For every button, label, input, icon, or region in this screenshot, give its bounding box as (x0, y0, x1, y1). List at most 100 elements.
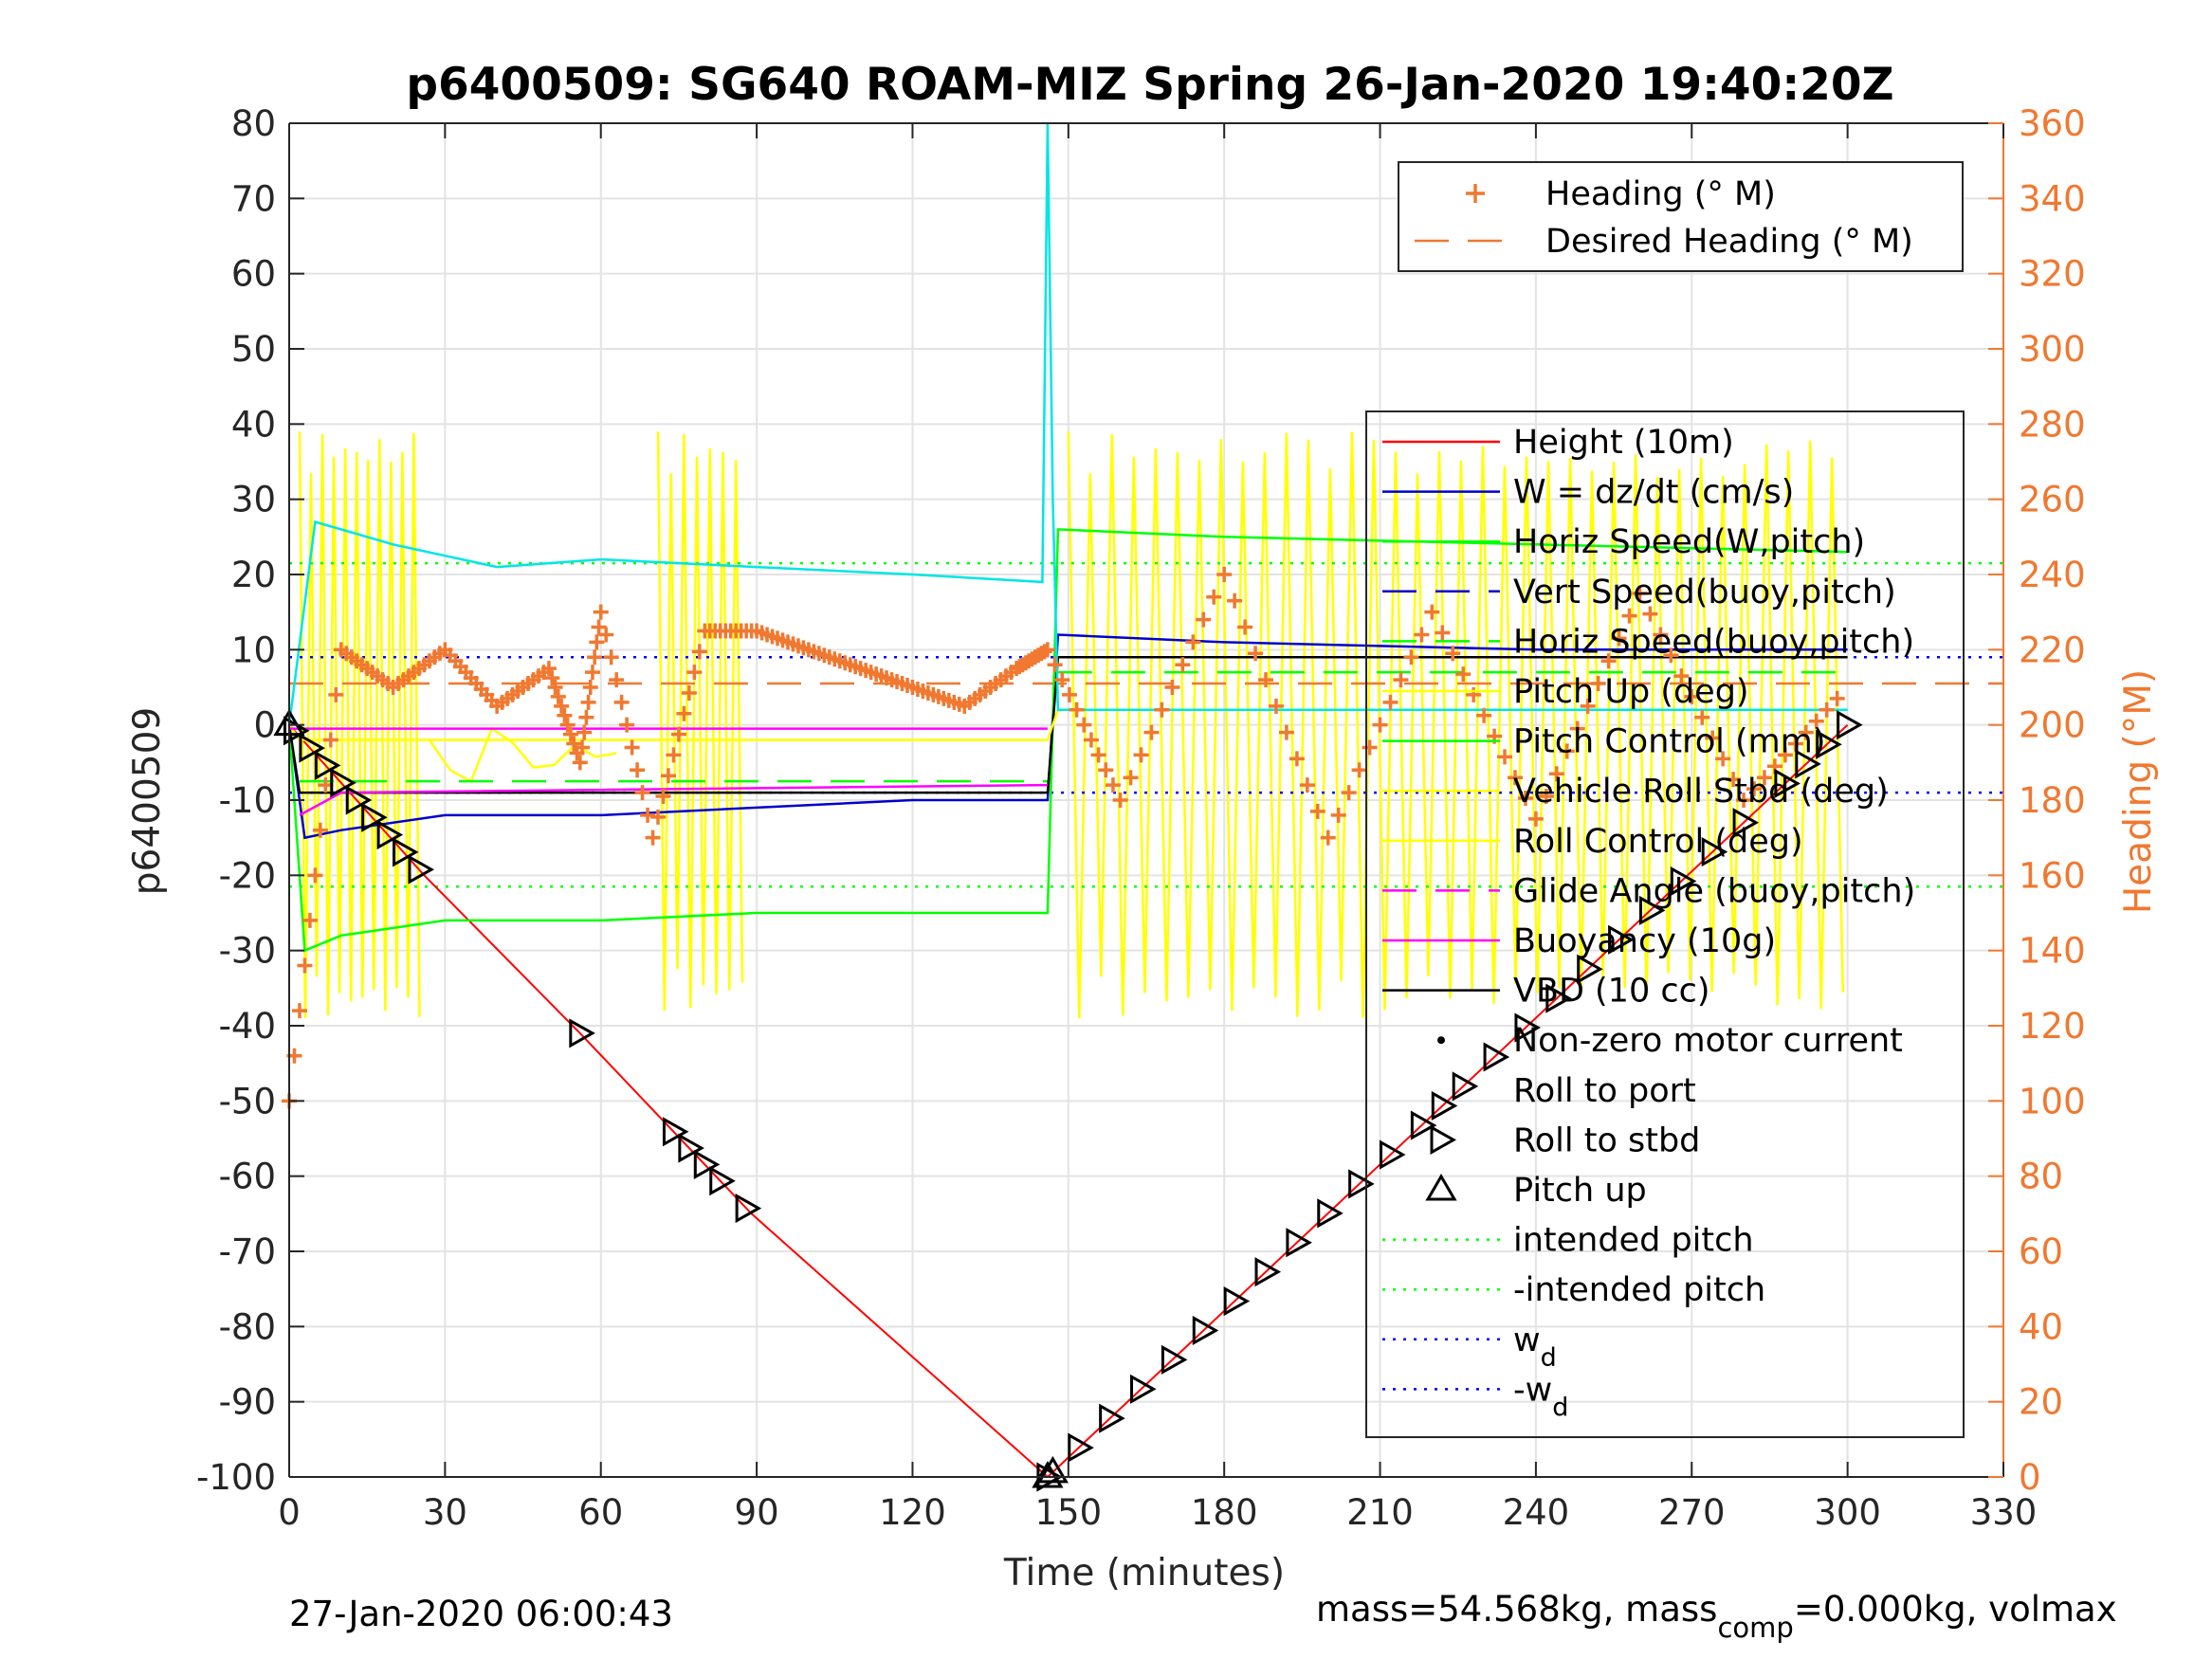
roll-to-stbd-marker (393, 837, 419, 867)
heading-marker (634, 785, 650, 801)
roll-to-stbd-marker (1099, 1403, 1125, 1433)
series-line-2 (287, 528, 1848, 953)
roll-to-stbd-marker (678, 1133, 704, 1163)
y-tick-label-left: -10 (219, 780, 276, 821)
heading-marker (1538, 789, 1554, 805)
heading-marker (554, 698, 570, 714)
legend-heading: Heading (° M) Desired Heading (° M) (1398, 161, 1964, 272)
legend-label: Pitch up (1513, 1172, 1647, 1210)
roll-to-stbd-marker (709, 1166, 736, 1196)
heading-marker (1756, 770, 1772, 786)
heading-marker (547, 680, 563, 695)
series-line-0 (288, 723, 1849, 1479)
chart-title: p6400509: SG640 ROAM-MIZ Spring 26-Jan-2… (406, 59, 1893, 111)
y-tick-label-left: -90 (219, 1382, 276, 1423)
heading-marker (1309, 803, 1325, 819)
roll-to-stbd-marker (1192, 1315, 1219, 1346)
y-tick-label-left: 70 (231, 178, 276, 219)
heading-marker (1289, 751, 1305, 767)
y-tick-label-left: -30 (219, 931, 276, 972)
legend-label: Roll to stbd (1513, 1121, 1700, 1159)
roll-to-stbd-marker (1837, 710, 1863, 740)
roll-to-stbd-marker (1317, 1198, 1344, 1229)
y-tick-label-right: 80 (2019, 1157, 2063, 1197)
marker-group (273, 708, 1863, 1492)
y-tick-label-left: 20 (231, 555, 276, 595)
heading-marker (655, 789, 671, 805)
legend-label: VBD (10 cc) (1513, 973, 1710, 1011)
y-tick-label-left: 0 (253, 705, 276, 746)
heading-marker (1580, 698, 1596, 714)
x-tick-label: 120 (879, 1492, 946, 1533)
roll-to-stbd-marker (1223, 1285, 1251, 1317)
legend-dot-icon (1437, 1036, 1445, 1045)
heading-marker (1105, 777, 1121, 793)
heading-marker (1455, 666, 1472, 683)
legend-label: Vehicle Roll Stbd (deg) (1513, 773, 1889, 811)
y-tick-label-left: -70 (219, 1231, 276, 1272)
heading-marker (1559, 743, 1575, 759)
heading-marker (1694, 709, 1710, 725)
y-tick-label-right: 220 (2019, 629, 2086, 670)
heading-marker (1039, 642, 1055, 658)
legend-label: intended pitch (1513, 1222, 1754, 1260)
y-tick-label-left: -60 (219, 1157, 276, 1197)
heading-marker (1445, 646, 1461, 662)
y-tick-label-left: 60 (231, 254, 276, 295)
y-tick-label-left: 50 (231, 329, 276, 370)
heading-marker (1705, 730, 1721, 746)
legend-label: Non-zero motor current (1513, 1022, 1903, 1060)
heading-marker (1726, 772, 1742, 788)
roll-to-stbd-marker (1452, 1071, 1479, 1102)
heading-marker (1372, 717, 1388, 733)
heading-marker (1435, 625, 1451, 641)
heading-marker (312, 822, 328, 838)
y-tick-label-right: 280 (2019, 404, 2086, 445)
y-tick-label-right: 180 (2019, 780, 2086, 821)
y-axis-label-left: p6400509 (126, 707, 169, 895)
roll-to-stbd-marker (735, 1193, 762, 1224)
heading-marker (1196, 611, 1212, 628)
roll-to-stbd-marker (1254, 1257, 1282, 1287)
y-tick-label-left: 10 (231, 629, 276, 670)
heading-marker (1663, 647, 1679, 664)
heading-marker (1829, 690, 1845, 706)
heading-marker (1798, 724, 1814, 740)
heading-marker (1248, 646, 1264, 662)
roll-oscillation-3 (656, 431, 744, 1012)
series-line-6 (299, 783, 1048, 816)
footer-mass: mass=54.568kg, masscomp=0.000kg, volmax (1316, 1589, 2117, 1644)
legend-label: Pitch Control (mm) (1513, 723, 1825, 761)
heading-marker (1320, 830, 1336, 846)
heading-marker (1382, 694, 1398, 710)
roll-to-stbd-marker (1286, 1228, 1312, 1258)
heading-marker (1206, 589, 1222, 605)
heading-marker (645, 830, 661, 846)
heading-marker (649, 809, 666, 825)
legend-label: Pitch Up (deg) (1513, 673, 1749, 711)
heading-marker (691, 644, 707, 660)
heading-marker (1069, 702, 1085, 718)
heading-marker (307, 867, 323, 884)
legend-heading-box (1398, 161, 1964, 272)
roll-to-stbd-marker (569, 1018, 595, 1048)
heading-marker (1548, 766, 1564, 782)
heading-marker (1590, 676, 1606, 692)
heading-marker (291, 1003, 307, 1019)
y-tick-label-right: 360 (2019, 103, 2086, 144)
legend-tri-up-icon (1425, 1174, 1457, 1201)
heading-marker (1403, 649, 1419, 665)
y-tick-label-right: 320 (2019, 254, 2086, 295)
heading-marker (1036, 644, 1052, 660)
heading-marker (582, 680, 598, 695)
heading-marker (1362, 739, 1378, 756)
heading-marker (1098, 762, 1114, 778)
x-tick-label: 270 (1658, 1492, 1726, 1533)
roll-to-stbd-marker (1638, 895, 1666, 925)
legend-label: -wd (1513, 1371, 1568, 1422)
heading-marker (1673, 668, 1690, 684)
heading-marker (589, 634, 605, 650)
roll-to-stbd-marker (1514, 1012, 1541, 1043)
heading-marker (630, 762, 646, 778)
x-tick-label: 0 (278, 1492, 301, 1533)
